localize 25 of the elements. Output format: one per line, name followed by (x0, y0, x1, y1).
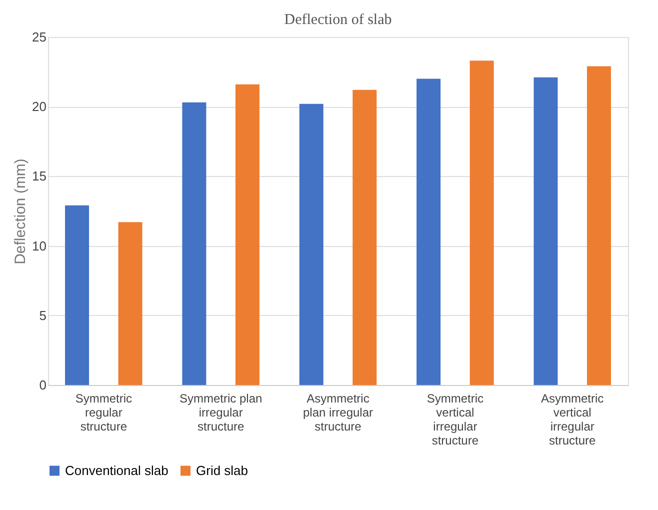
legend-label: Grid slab (196, 462, 248, 478)
chart-title: Deflection of slab (284, 12, 392, 28)
bar (235, 84, 260, 385)
x-tick-label: Symmetric regular structure (75, 392, 132, 434)
bar (352, 90, 377, 385)
x-tick-label: Asymmetric plan irregular structure (302, 392, 374, 434)
x-tick-label: Symmetric plan irregular structure (179, 392, 262, 434)
bar (470, 60, 494, 385)
bar (586, 66, 611, 385)
y-tick-label: 25 (32, 30, 46, 44)
bar (299, 104, 324, 385)
y-tick-label: 15 (32, 168, 46, 184)
x-tick-label: Asymmetric vertical irregular structure (541, 392, 604, 448)
x-tick-label: Symmetric vertical irregular structure (426, 392, 484, 448)
y-tick-label: 10 (32, 238, 46, 254)
bar (182, 102, 206, 385)
legend-label: Conventional slab (65, 462, 168, 478)
bar (65, 205, 90, 385)
bar (416, 78, 441, 385)
bar (118, 222, 142, 385)
y-axis-title: Deflection (mm) (12, 158, 30, 264)
bar (534, 77, 558, 385)
y-tick-label: 5 (39, 308, 46, 323)
y-tick-label: 20 (32, 99, 46, 114)
y-tick-label: 0 (39, 378, 46, 392)
